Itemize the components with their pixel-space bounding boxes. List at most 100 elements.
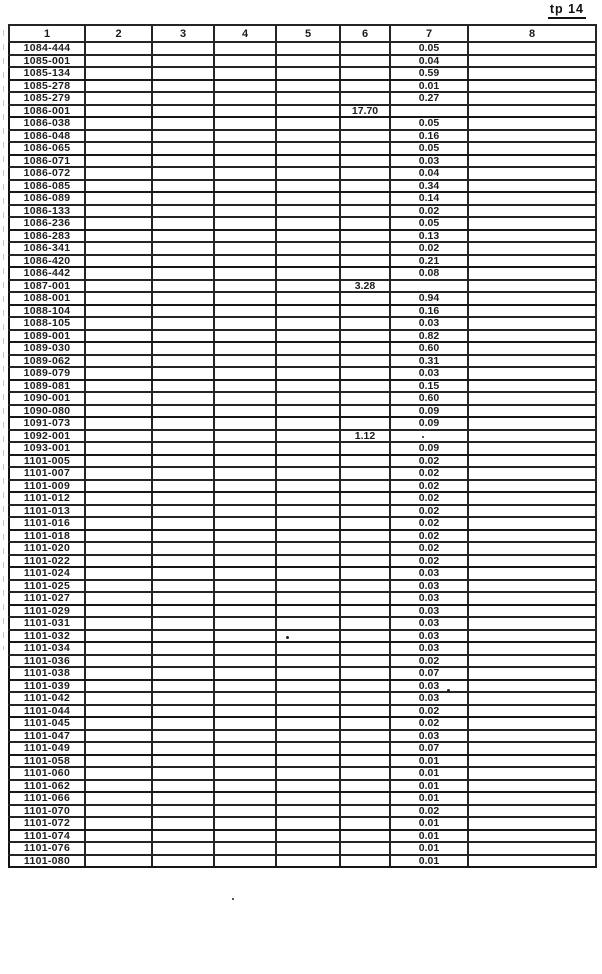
empty-cell [467,341,597,356]
empty-cell [84,491,153,506]
empty-cell [213,616,277,631]
col7-value-cell: 0.05 [389,41,469,56]
col7-value-cell: 0.01 [389,791,469,806]
row-id-cell: 1089-062 [8,353,86,368]
empty-cell [213,278,277,293]
col7-value-cell: 0.07 [389,666,469,681]
col7-value-cell: 0.21 [389,253,469,268]
row-id-cell: 1101-045 [8,716,86,731]
empty-cell [275,341,341,356]
empty-cell [213,141,277,156]
empty-cell [275,266,341,281]
empty-cell [275,578,341,593]
col6-value-cell [339,416,391,431]
empty-cell [84,528,153,543]
empty-cell [84,166,153,181]
empty-cell [213,653,277,668]
table-row: 1101-032 0.03 [8,628,597,643]
empty-cell [151,41,215,56]
empty-cell [84,366,153,381]
col6-value-cell [339,328,391,343]
col7-value-cell: 0.03 [389,616,469,631]
empty-cell [213,91,277,106]
empty-cell [84,766,153,781]
empty-cell [151,803,215,818]
empty-cell [275,603,341,618]
empty-cell [151,641,215,656]
empty-cell [84,266,153,281]
table-row: 1101-025 0.03 [8,578,597,593]
row-id-cell: 1086-341 [8,241,86,256]
col7-value-cell: 0.03 [389,316,469,331]
col6-value-cell [339,216,391,231]
row-id-cell: 1085-278 [8,78,86,93]
page-corner-label: tp 14 [547,2,586,19]
empty-cell [467,41,597,56]
col6-value-cell [339,141,391,156]
empty-cell [467,303,597,318]
empty-cell [84,128,153,143]
table-row: 1086-072 0.04 [8,166,597,181]
row-id-cell: 1101-072 [8,816,86,831]
table-row: 1089-081 0.15 [8,378,597,393]
table-row: 1086-133 0.02 [8,203,597,218]
empty-cell [84,116,153,131]
empty-cell [467,128,597,143]
empty-cell [84,678,153,693]
empty-cell [84,666,153,681]
empty-cell [467,103,597,118]
col7-value-cell: 0.34 [389,178,469,193]
col7-value-cell: 0.01 [389,841,469,856]
empty-cell [84,416,153,431]
empty-cell [84,328,153,343]
empty-cell [467,491,597,506]
table-row: 1101-047 0.03 [8,728,597,743]
empty-cell [275,778,341,793]
row-id-cell: 1086-133 [8,203,86,218]
empty-cell [275,653,341,668]
col7-value-cell: 0.03 [389,591,469,606]
empty-cell [84,153,153,168]
row-id-cell: 1093-001 [8,441,86,456]
table-row: 1086-341 0.02 [8,241,597,256]
empty-cell [213,541,277,556]
table-row: 1101-018 0.02 [8,528,597,543]
empty-cell [467,528,597,543]
empty-cell [151,291,215,306]
table-row: 1086-085 0.34 [8,178,597,193]
col6-value-cell [339,778,391,793]
row-id-cell: 1086-283 [8,228,86,243]
row-id-cell: 1101-027 [8,591,86,606]
empty-cell [275,366,341,381]
empty-cell [213,291,277,306]
empty-cell [151,603,215,618]
col7-value-cell: 0.01 [389,853,469,868]
empty-cell [467,53,597,68]
scan-speck [447,689,450,692]
table-row: 1089-030 0.60 [8,341,597,356]
empty-cell [275,741,341,756]
col7-value-cell [389,103,469,118]
row-id-cell: 1084-444 [8,41,86,56]
empty-cell [151,316,215,331]
empty-cell [151,728,215,743]
empty-cell [151,716,215,731]
empty-cell [84,641,153,656]
empty-cell [275,91,341,106]
empty-cell [467,553,597,568]
row-id-cell: 1090-080 [8,403,86,418]
row-id-cell: 1092-001 [8,428,86,443]
empty-cell [275,503,341,518]
table-row: 1086-065 0.05 [8,141,597,156]
empty-cell [213,416,277,431]
empty-cell [84,291,153,306]
col6-value-cell [339,91,391,106]
row-id-cell: 1088-105 [8,316,86,331]
row-id-cell: 1101-025 [8,578,86,593]
empty-cell [213,466,277,481]
row-id-cell: 1089-030 [8,341,86,356]
empty-cell [213,816,277,831]
col6-value-cell [339,678,391,693]
empty-cell [213,803,277,818]
empty-cell [84,378,153,393]
